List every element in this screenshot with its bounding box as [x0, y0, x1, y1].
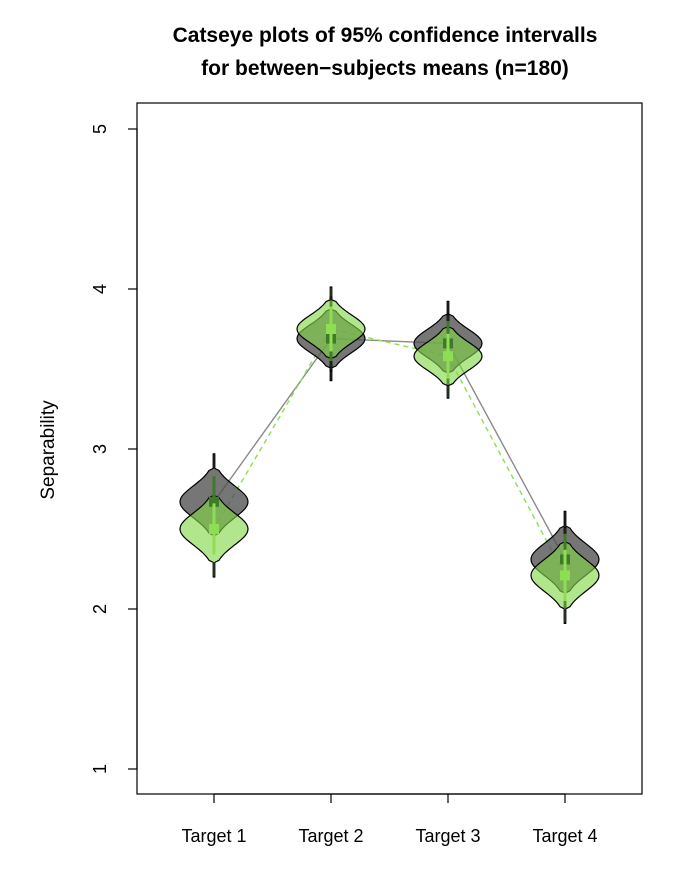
series-1-mean-marker	[209, 496, 219, 507]
chart-title-line-2: for between−subjects means (n=180)	[201, 57, 569, 80]
y-tick-label: 5	[90, 124, 110, 134]
plot-frame	[136, 102, 643, 795]
series-2-line	[213, 328, 566, 576]
series-2-mean-marker	[560, 570, 570, 581]
series-lines	[213, 328, 566, 576]
y-tick-label: 3	[90, 444, 110, 454]
y-axis: 1 2 3 4 5	[90, 124, 138, 774]
y-tick-label: 4	[90, 284, 110, 294]
x-tick-label: Target 1	[181, 826, 246, 846]
x-tick-label: Target 3	[415, 826, 480, 846]
y-axis-label: Separability	[38, 400, 59, 500]
series-2-mean-marker	[443, 351, 453, 362]
series-2-mean-marker	[209, 524, 219, 534]
x-tick-label: Target 4	[532, 826, 597, 846]
series-1-line	[213, 337, 566, 560]
catseye-shapes	[179, 286, 600, 624]
series-2-mean-marker	[326, 324, 336, 334]
y-tick-label: 1	[90, 764, 110, 774]
chart-title-line-1: Catseye plots of 95% confidence interval…	[173, 24, 598, 47]
y-tick-label: 2	[90, 604, 110, 614]
x-axis: Target 1 Target 2 Target 3 Target 4	[181, 793, 598, 846]
x-tick-label: Target 2	[298, 826, 363, 846]
